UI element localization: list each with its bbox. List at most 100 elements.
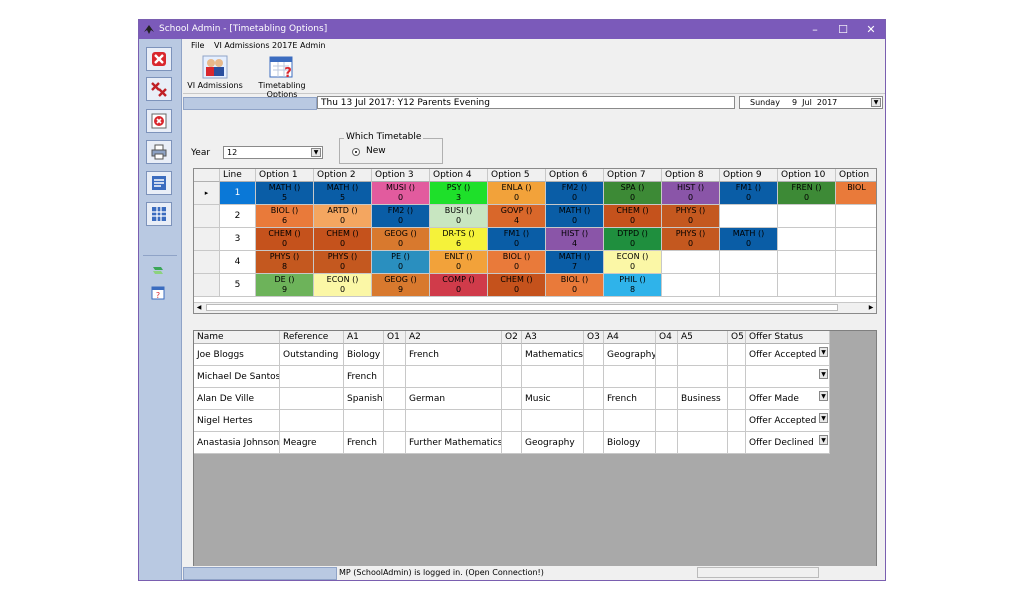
option-cell[interactable] (836, 205, 876, 228)
student-cell[interactable]: Outstanding (280, 344, 344, 366)
option-cell[interactable]: FM2 () 0 (372, 205, 430, 228)
student-cell[interactable] (678, 432, 728, 454)
student-cell[interactable] (384, 366, 406, 388)
student-cell[interactable]: French (406, 344, 502, 366)
students-grid-header[interactable]: A1 (344, 331, 384, 344)
timetabling-options-button[interactable]: ? Timetabling Options (245, 55, 319, 99)
option-cell[interactable]: BIOL () 0 (546, 274, 604, 297)
line-cell[interactable]: 4 (220, 251, 256, 274)
option-cell[interactable] (778, 205, 836, 228)
option-cell[interactable]: PSY () 3 (430, 182, 488, 205)
sidebar-delete-button[interactable] (146, 109, 172, 133)
option-cell[interactable]: DR-TS () 6 (430, 228, 488, 251)
options-grid-header[interactable]: Option 8 (662, 169, 720, 182)
vi-admissions-button[interactable]: VI Admissions (187, 55, 243, 90)
student-cell[interactable] (656, 366, 678, 388)
student-cell[interactable]: Geography (522, 432, 584, 454)
offer-status-dropdown[interactable]: ▼ (819, 347, 828, 357)
student-cell[interactable]: Biology (604, 432, 656, 454)
sidebar-close-all-button[interactable] (146, 77, 172, 101)
line-cell[interactable]: 2 (220, 205, 256, 228)
row-selector[interactable] (194, 274, 220, 297)
offer-status-dropdown[interactable]: ▼ (819, 435, 828, 445)
student-cell[interactable] (678, 410, 728, 432)
option-cell[interactable] (720, 205, 778, 228)
student-cell[interactable] (678, 366, 728, 388)
student-cell[interactable]: French (344, 432, 384, 454)
row-selector[interactable]: ▸ (194, 182, 220, 205)
row-selector[interactable] (194, 251, 220, 274)
sidebar-close-button[interactable] (146, 47, 172, 71)
option-cell[interactable] (778, 274, 836, 297)
student-cell[interactable] (656, 388, 678, 410)
option-cell[interactable] (720, 274, 778, 297)
option-cell[interactable]: HIST () 4 (546, 228, 604, 251)
options-grid-header[interactable]: Option 6 (546, 169, 604, 182)
offer-status-cell[interactable]: Offer Accepted ▼ (746, 410, 830, 432)
student-cell[interactable] (656, 410, 678, 432)
option-cell[interactable]: BIOL () 6 (256, 205, 314, 228)
options-grid-hscrollbar[interactable]: ◀ ▶ (194, 302, 876, 313)
offer-status-cell[interactable]: Offer Declined ▼ (746, 432, 830, 454)
option-cell[interactable]: HIST () 0 (662, 182, 720, 205)
option-cell[interactable] (836, 251, 876, 274)
student-cell[interactable]: Nigel Hertes (194, 410, 280, 432)
line-cell[interactable]: 3 (220, 228, 256, 251)
option-cell[interactable]: CHEM () 0 (314, 228, 372, 251)
calendar-event-field[interactable]: Thu 13 Jul 2017: Y12 Parents Evening (317, 96, 735, 109)
student-cell[interactable] (584, 410, 604, 432)
student-cell[interactable] (728, 388, 746, 410)
option-cell[interactable]: PHYS () 0 (662, 228, 720, 251)
option-cell[interactable]: MUSI () 0 (372, 182, 430, 205)
option-cell[interactable]: PHIL () 8 (604, 274, 662, 297)
students-grid-header[interactable]: O5 (728, 331, 746, 344)
offer-status-cell[interactable]: ▼ (746, 366, 830, 388)
option-cell[interactable]: BIOL () 0 (488, 251, 546, 274)
student-cell[interactable] (604, 410, 656, 432)
student-cell[interactable]: Business (678, 388, 728, 410)
student-cell[interactable]: Meagre (280, 432, 344, 454)
options-grid-header[interactable]: Option 3 (372, 169, 430, 182)
option-cell[interactable]: FM2 () 0 (546, 182, 604, 205)
option-cell[interactable]: MATH () 5 (256, 182, 314, 205)
offer-status-cell[interactable]: Offer Made ▼ (746, 388, 830, 410)
students-grid-header[interactable]: A5 (678, 331, 728, 344)
option-cell[interactable]: PHYS () 8 (256, 251, 314, 274)
students-grid-header[interactable]: Name (194, 331, 280, 344)
option-cell[interactable] (778, 251, 836, 274)
student-cell[interactable]: Joe Bloggs (194, 344, 280, 366)
year-select-dropdown[interactable]: ▼ (311, 148, 321, 157)
student-cell[interactable] (502, 366, 522, 388)
student-cell[interactable] (502, 344, 522, 366)
option-cell[interactable]: DE () 9 (256, 274, 314, 297)
date-picker[interactable]: Sunday 9 Jul 2017 ▼ (739, 96, 883, 109)
student-cell[interactable] (656, 344, 678, 366)
option-cell[interactable]: PE () 0 (372, 251, 430, 274)
student-cell[interactable] (678, 344, 728, 366)
sidebar-list-button[interactable] (146, 171, 172, 195)
student-cell[interactable] (728, 432, 746, 454)
student-cell[interactable]: Anastasia Johnson (194, 432, 280, 454)
option-cell[interactable]: MATH () 5 (314, 182, 372, 205)
date-picker-dropdown[interactable]: ▼ (871, 98, 881, 107)
student-cell[interactable] (406, 366, 502, 388)
option-cell[interactable]: GOVP () 4 (488, 205, 546, 228)
option-cell[interactable]: FM1 () 0 (488, 228, 546, 251)
sidebar-vi-admissions-shortcut[interactable] (150, 263, 166, 279)
student-cell[interactable]: Michael De Santos (194, 366, 280, 388)
students-grid-header[interactable]: Reference (280, 331, 344, 344)
option-cell[interactable] (662, 251, 720, 274)
option-cell[interactable]: BUSI () 0 (430, 205, 488, 228)
sidebar-timetable-shortcut[interactable]: ? (150, 285, 166, 301)
option-cell[interactable]: CHEM () 0 (256, 228, 314, 251)
students-grid-header[interactable]: O3 (584, 331, 604, 344)
option-cell[interactable]: CHEM () 0 (604, 205, 662, 228)
student-cell[interactable] (384, 410, 406, 432)
option-cell[interactable]: MATH () 7 (546, 251, 604, 274)
student-cell[interactable] (280, 388, 344, 410)
option-cell[interactable]: ENLA () 0 (488, 182, 546, 205)
option-cell[interactable]: COMP () 0 (430, 274, 488, 297)
options-grid-header[interactable]: Option 9 (720, 169, 778, 182)
options-grid-header[interactable]: Option 7 (604, 169, 662, 182)
title-bar[interactable]: School Admin - [Timetabling Options] – ☐… (139, 20, 885, 39)
